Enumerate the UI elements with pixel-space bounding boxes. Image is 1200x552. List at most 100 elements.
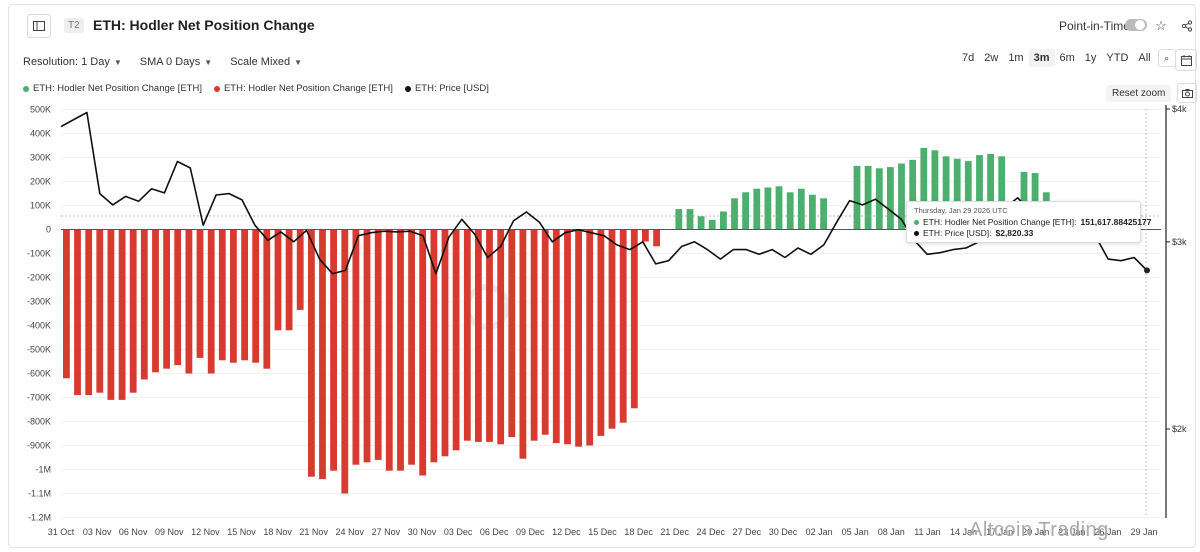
x-tick-label: 23 Jan	[1058, 527, 1085, 537]
right-tick-label: $4k	[1172, 104, 1187, 114]
y-tick-label: 300K	[30, 153, 51, 163]
bar	[552, 229, 560, 444]
bar	[764, 187, 772, 230]
bar	[653, 229, 660, 247]
chevron-down-icon: ▼	[204, 57, 213, 67]
y-tick-label: -200K	[27, 273, 51, 283]
x-tick-label: 09 Nov	[155, 527, 184, 537]
legend-label: ETH: Hodler Net Position Change [ETH]	[223, 83, 393, 94]
bar	[686, 209, 694, 230]
range-6m[interactable]: 6m	[1059, 52, 1075, 64]
bar	[964, 161, 972, 230]
tooltip-dot	[914, 230, 919, 236]
bar	[708, 219, 716, 230]
x-tick-label: 14 Jan	[950, 527, 977, 537]
legend-item-hodler-negative[interactable]: ETH: Hodler Net Position Change [ETH]	[213, 83, 393, 94]
tooltip-dot	[914, 219, 919, 225]
bar	[675, 209, 683, 230]
x-tick-label: 03 Nov	[83, 527, 112, 537]
bar	[731, 198, 738, 230]
y-tick-label: -900K	[27, 441, 51, 451]
bar	[508, 229, 516, 438]
tooltip-value: 151,617.88425177	[1080, 217, 1152, 227]
x-tick-label: 09 Dec	[516, 527, 545, 537]
bar	[174, 229, 182, 366]
range-7d[interactable]: 7d	[962, 52, 975, 64]
bar	[207, 229, 215, 374]
chevron-down-icon: ▼	[113, 57, 122, 67]
y-tick-label: -1.1M	[28, 489, 51, 499]
bar	[797, 188, 805, 230]
chart-svg[interactable]: 500K 400K 300K 200K 100K 0 -100K -200K -300K -400…	[9, 5, 1197, 549]
bar	[385, 229, 393, 471]
range-1m[interactable]: 1m	[1008, 52, 1024, 64]
bar	[408, 229, 415, 465]
x-tick-label: 31 Oct	[48, 527, 75, 537]
legend-item-price[interactable]: ETH: Price [USD]	[404, 83, 489, 94]
camera-icon[interactable]	[1177, 83, 1197, 103]
bar	[74, 229, 81, 396]
bar	[998, 156, 1006, 230]
resolution-select[interactable]: Resolution: 1 Day ▼	[23, 53, 122, 71]
range-3m[interactable]: 3m	[1028, 49, 1055, 67]
x-tick-label: 03 Dec	[444, 527, 473, 537]
tooltip-row-hodler: ETH: Hodler Net Position Change [ETH]: 1…	[914, 217, 1151, 227]
sma-select[interactable]: SMA 0 Days ▼	[140, 53, 212, 71]
bar	[107, 229, 115, 400]
scale-value: Scale Mixed	[230, 56, 291, 68]
reset-zoom-button[interactable]: Reset zoom	[1106, 85, 1172, 102]
bar	[697, 216, 705, 230]
bar	[753, 188, 761, 230]
x-tick-label: 06 Nov	[119, 527, 148, 537]
legend-dot	[404, 85, 411, 92]
bar	[530, 229, 538, 441]
chart-controls: Resolution: 1 Day ▼ SMA 0 Days ▼ Scale Mix…	[23, 53, 302, 71]
scale-select[interactable]: Scale Mixed ▼	[230, 53, 302, 71]
bar	[441, 229, 449, 457]
bar	[597, 229, 605, 436]
price-line-series	[60, 111, 1150, 275]
x-tick-label: 08 Jan	[878, 527, 905, 537]
point-in-time-toggle[interactable]	[1125, 19, 1147, 31]
tooltip-row-price: ETH: Price [USD]: $2,820.33	[914, 228, 1033, 238]
legend-item-hodler-positive[interactable]: ETH: Hodler Net Position Change [ETH]	[23, 83, 202, 94]
x-tick-label: 11 Jan	[914, 527, 940, 537]
bar	[252, 229, 260, 363]
x-tick-label: 15 Nov	[227, 527, 256, 537]
y-tick-label: -1M	[36, 465, 52, 475]
calendar-icon[interactable]	[1175, 49, 1197, 71]
bar	[363, 229, 371, 463]
sidebar-toggle-icon[interactable]	[27, 14, 51, 38]
range-all[interactable]: All	[1138, 52, 1151, 64]
range-ytd[interactable]: YTD	[1106, 52, 1129, 64]
x-tick-label: 27 Dec	[733, 527, 762, 537]
right-tick-label: $2k	[1172, 424, 1187, 434]
tooltip-label: ETH: Price [USD]:	[923, 228, 992, 238]
bar	[987, 153, 994, 230]
x-tick-label: 21 Nov	[299, 527, 328, 537]
bar	[319, 229, 326, 480]
bar	[230, 229, 237, 363]
star-icon[interactable]: ☆	[1155, 18, 1167, 33]
bar	[452, 229, 460, 451]
bar	[875, 168, 883, 230]
range-2w[interactable]: 2w	[984, 52, 999, 64]
bar	[720, 211, 727, 230]
price-line	[60, 111, 1148, 275]
x-tick-label: 24 Nov	[336, 527, 365, 537]
x-tick-label: 05 Jan	[842, 527, 869, 537]
share-icon[interactable]	[1175, 14, 1199, 38]
bar	[497, 229, 505, 445]
bar	[486, 229, 493, 442]
range-1y[interactable]: 1y	[1084, 52, 1097, 64]
y-tick-label: 500K	[30, 105, 51, 115]
legend-dot	[213, 85, 220, 92]
bar	[185, 229, 193, 374]
bar	[586, 229, 594, 446]
bar	[241, 229, 248, 361]
bar	[976, 155, 983, 230]
x-tick-label: 20 Jan	[1022, 527, 1049, 537]
x-tick-label: 02 Jan	[806, 527, 833, 537]
x-tick-label: 12 Dec	[552, 527, 581, 537]
bar	[931, 150, 939, 230]
